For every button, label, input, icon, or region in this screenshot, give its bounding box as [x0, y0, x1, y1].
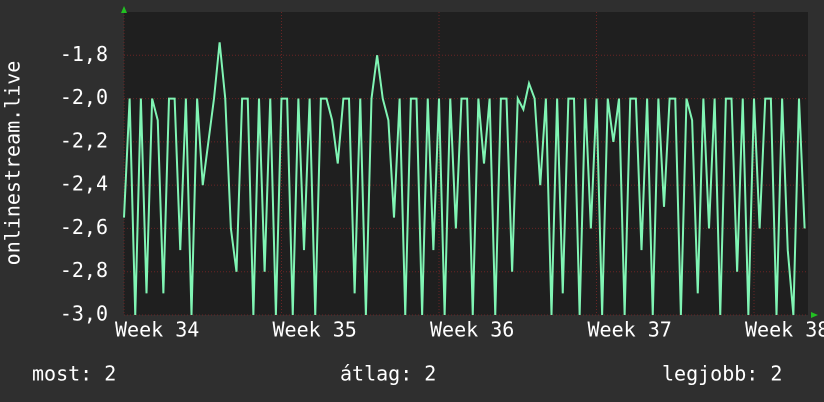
x-tick-label: Week 34: [115, 318, 199, 342]
x-tick-label: Week 37: [588, 318, 672, 342]
y-axis-arrow: [121, 6, 127, 13]
y-axis-label: onlinestream.live: [1, 61, 25, 266]
x-tick-label: Week 35: [273, 318, 357, 342]
legend-stat: átlag: 2: [340, 362, 436, 386]
x-tick-label: Week 38: [745, 318, 824, 342]
x-tick-label: Week 36: [430, 318, 514, 342]
y-tick-label: -1,8: [60, 42, 108, 66]
line: [123, 42, 806, 316]
y-tick-label: -2,8: [60, 258, 108, 282]
labels: -3,0 -2,8 -2,6 -2,4 -2,2 -2,0 -1,8 Week 34 Week …: [32, 42, 824, 386]
y-tick-label: -2,0: [60, 85, 108, 109]
y-tick-label: -2,4: [60, 172, 108, 196]
y-tick-label: -3,0: [60, 302, 108, 326]
marks: [123, 42, 806, 316]
x-axis-arrow: [811, 312, 818, 318]
y-tick-label: -2,2: [60, 128, 108, 152]
legend-stat: most: 2: [32, 362, 116, 386]
y-tick-label: -2,6: [60, 215, 108, 239]
legend-stat: legjobb: 2: [662, 362, 782, 386]
